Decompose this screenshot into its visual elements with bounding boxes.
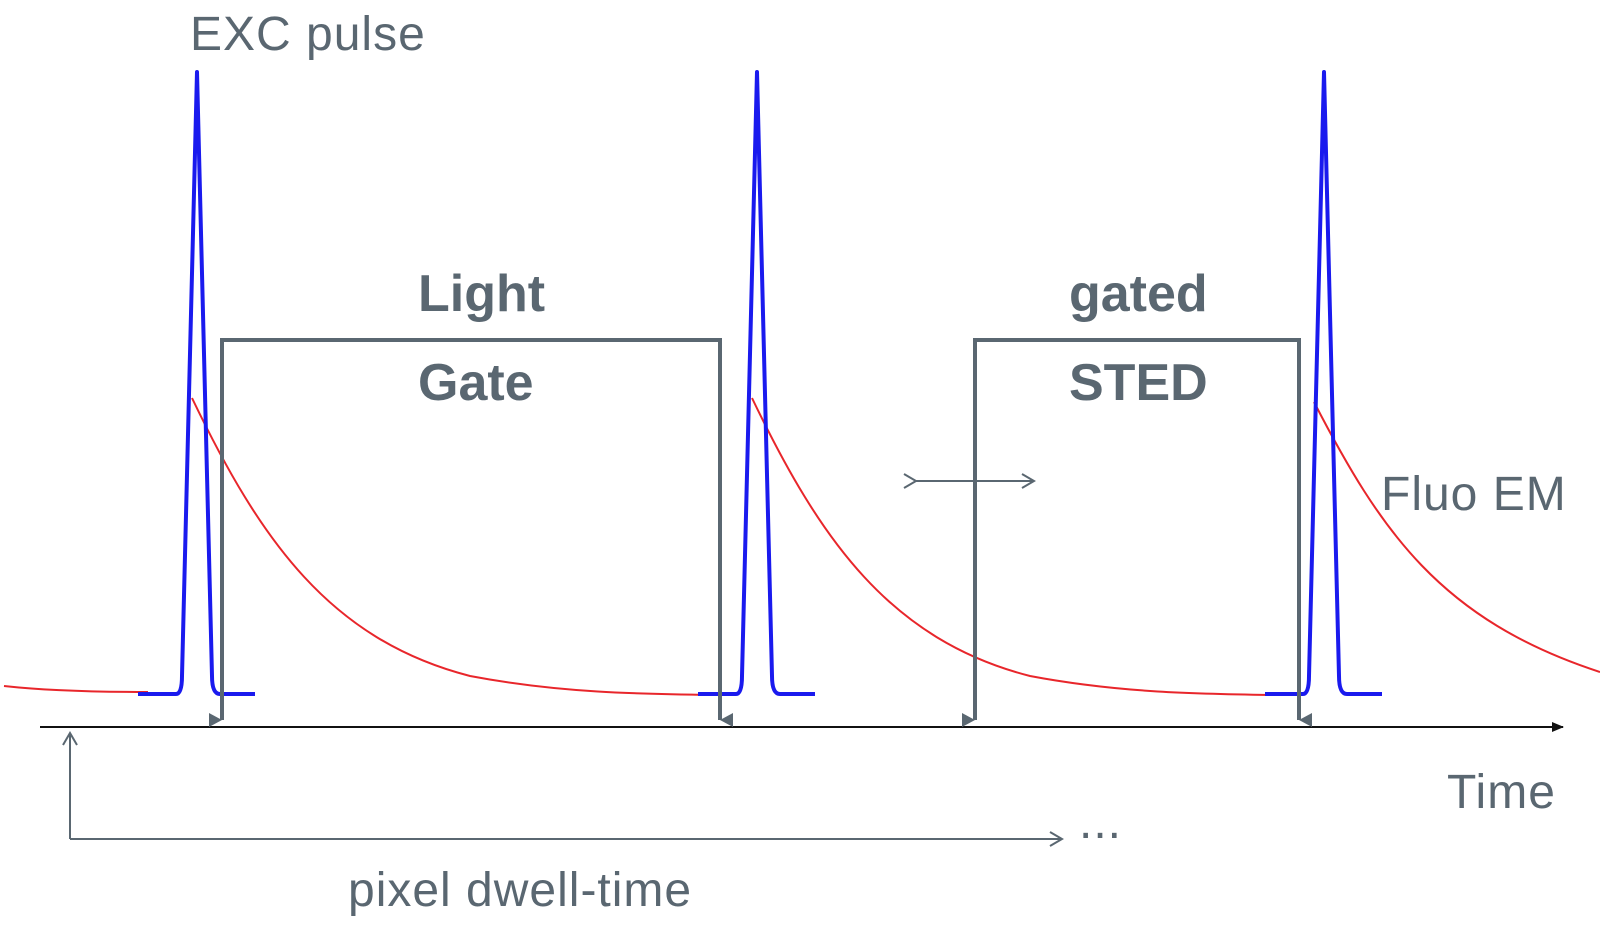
gate-label: Gate (418, 354, 534, 412)
pixel-dwell-time-label: pixel dwell-time (348, 864, 692, 917)
light-gate-windows (209, 338, 1312, 727)
excitation-pulses (138, 70, 1382, 696)
sted-label: STED (1069, 354, 1208, 412)
fluo-decay-2 (751, 397, 1276, 696)
light-label: Light (418, 265, 545, 323)
gated-label: gated (1069, 265, 1208, 323)
exc-pulse-1 (138, 70, 255, 696)
pixel-dwell-time-bracket (62, 731, 1064, 847)
exc-pulse-label: EXC pulse (190, 8, 426, 61)
gate-window-2 (962, 338, 1312, 727)
exc-pulse-3 (1265, 70, 1382, 696)
gate-window-1 (209, 338, 733, 727)
ellipsis-label: ... (1079, 796, 1122, 849)
fluorescence-emission-curves (3, 397, 1600, 696)
fluo-baseline-left (3, 685, 149, 693)
fluo-decay-3 (1313, 401, 1600, 673)
time-axis-label: Time (1447, 766, 1556, 819)
exc-pulse-2 (698, 70, 815, 696)
fluo-decay-1 (191, 397, 716, 696)
fluo-em-label: Fluo EM (1381, 468, 1567, 521)
